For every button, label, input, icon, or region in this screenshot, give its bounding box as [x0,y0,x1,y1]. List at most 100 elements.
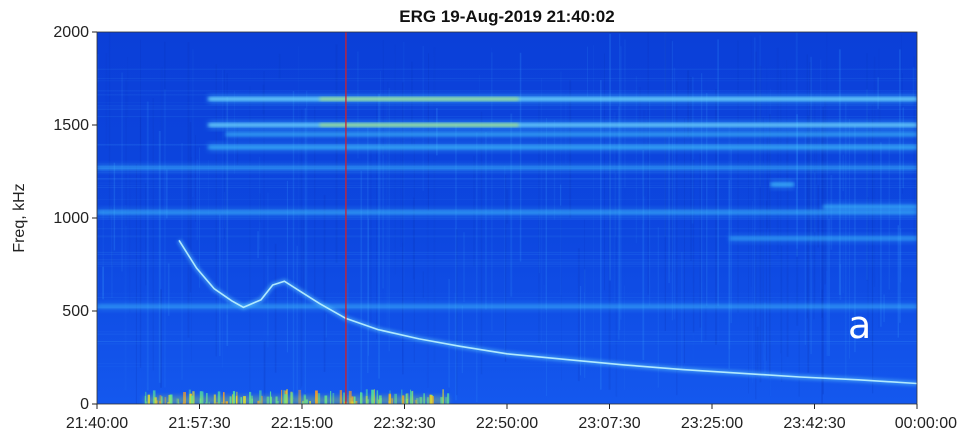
texture-streak [642,150,645,360]
texture-line [97,109,917,110]
texture-streak [196,159,199,241]
emission-band [97,304,917,308]
texture-streak [664,33,666,332]
texture-streak [587,46,588,97]
texture-streak [304,108,306,393]
y-axis: 0 500 1000 1500 2000 [53,24,97,413]
texture-line [97,108,917,109]
texture-streak [181,143,183,380]
texture-line [97,251,917,253]
texture-streak [828,218,830,356]
texture-streak [506,189,509,224]
texture-streak [635,76,637,244]
texture-streak [485,132,487,310]
texture-streak [867,197,869,336]
texture-streak [676,80,678,396]
texture-streak [368,218,369,356]
texture-line [97,366,917,367]
spectrogram-background [97,32,917,404]
texture-streak [369,150,372,330]
texture-line [97,293,917,295]
texture-line [97,68,917,70]
texture-streak [600,80,602,390]
texture-streak [821,124,823,404]
emission-band [97,210,917,214]
texture-streak [706,92,708,306]
texture-streak [673,67,676,320]
texture-streak [402,242,403,364]
texture-streak [367,127,369,374]
texture-streak [615,173,617,237]
texture-streak [839,264,842,300]
texture-streak [816,129,818,185]
y-tick-label: 0 [80,396,89,413]
texture-streak [476,132,478,403]
texture-streak [448,279,450,388]
texture-line [97,266,917,267]
texture-streak [617,106,620,340]
texture-streak [796,248,799,326]
x-tick-label: 21:57:30 [168,415,230,432]
texture-streak [222,69,223,368]
texture-streak [257,231,259,259]
texture-streak [102,210,104,297]
texture-streak [824,96,826,285]
emission-band [97,166,917,170]
texture-streak [560,184,562,206]
texture-streak [838,49,841,295]
texture-streak [643,109,646,197]
y-tick-label: 1000 [53,210,89,227]
texture-streak [113,162,116,251]
texture-line [97,219,917,220]
texture-streak [766,136,769,230]
texture-streak [817,185,819,248]
texture-line [97,78,917,79]
texture-streak [135,164,137,404]
texture-streak [641,184,643,225]
texture-streak [759,35,761,187]
texture-streak [766,200,767,361]
texture-line [97,252,917,254]
texture-line [97,235,917,237]
texture-line [97,343,917,345]
texture-streak [781,245,783,382]
texture-streak [139,116,142,368]
texture-streak [267,192,269,336]
texture-streak [378,93,380,379]
texture-streak [810,56,812,355]
texture-line [97,331,917,333]
texture-streak [403,41,405,331]
texture-streak [108,32,111,221]
y-axis-label: Freq, kHz [11,183,28,252]
texture-streak [756,326,759,379]
texture-streak [199,147,200,288]
texture-streak [510,113,513,297]
texture-line [97,94,917,96]
texture-streak [519,52,522,262]
texture-streak [580,286,582,376]
texture-streak [762,163,764,361]
texture-streak [387,81,389,206]
texture-streak [897,225,899,338]
emission-band [729,237,917,240]
texture-streak [899,49,901,323]
texture-streak [671,41,673,321]
texture-streak [152,98,154,371]
texture-streak [878,48,880,329]
texture-streak [412,197,415,280]
plot-area [97,32,917,404]
low-frequency-emission [143,389,450,404]
texture-streak [259,193,261,223]
texture-streak [388,88,390,352]
texture-streak [167,263,170,316]
texture-streak [266,256,269,348]
texture-streak [335,44,338,263]
texture-streak [491,47,493,136]
texture-streak [278,53,281,79]
texture-streak [813,172,816,233]
texture-streak [842,154,844,192]
texture-streak [376,93,378,339]
texture-streak [813,218,815,320]
texture-streak [717,39,719,306]
